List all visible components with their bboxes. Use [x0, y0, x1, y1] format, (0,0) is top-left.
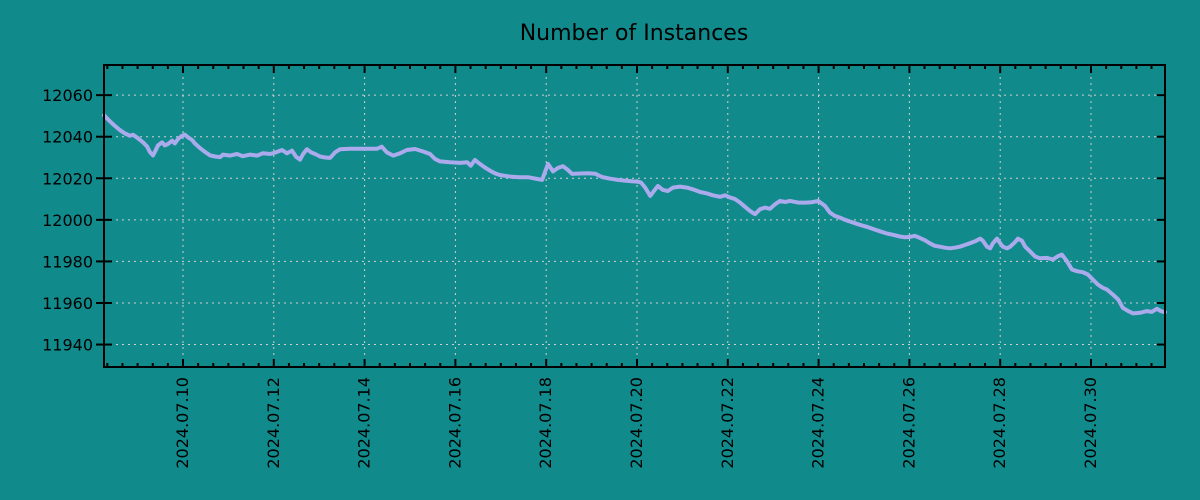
y-tick-label: 12060 [42, 86, 93, 105]
y-tick-label: 12000 [42, 211, 93, 230]
x-tick-label: 2024.07.26 [899, 377, 918, 469]
x-tick-label: 2024.07.14 [355, 377, 374, 469]
x-tick-label: 2024.07.16 [445, 377, 464, 469]
y-tick-label: 11960 [42, 294, 93, 313]
x-tick-label: 2024.07.28 [990, 377, 1009, 469]
y-tick-label: 12040 [42, 128, 93, 147]
y-tick-label: 11980 [42, 252, 93, 271]
x-tick-label: 2024.07.12 [264, 377, 283, 469]
x-tick-label: 2024.07.30 [1081, 377, 1100, 469]
x-tick-label: 2024.07.24 [809, 377, 828, 469]
y-axis-labels: 12060 12040 12020 12000 11980 11960 11940 [42, 86, 93, 354]
x-tick-label: 2024.07.10 [173, 377, 192, 469]
y-tick-label: 11940 [42, 336, 93, 355]
x-tick-label: 2024.07.22 [718, 377, 737, 469]
x-axis-labels: 2024.07.10 2024.07.12 2024.07.14 2024.07.16… [173, 377, 1100, 469]
x-tick-label: 2024.07.18 [536, 377, 555, 469]
y-tick-label: 12020 [42, 169, 93, 188]
series-group [102, 113, 1167, 316]
series-line-instances [102, 113, 1167, 316]
axes [96, 64, 1166, 368]
chart-title: Number of Instances [520, 21, 749, 46]
x-tick-label: 2024.07.20 [627, 377, 646, 469]
plot-border [103, 64, 1166, 368]
gridlines [104, 65, 1165, 367]
